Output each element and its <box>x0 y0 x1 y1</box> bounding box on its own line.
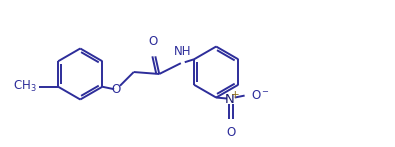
Text: O: O <box>111 83 121 96</box>
Text: NH: NH <box>174 45 192 58</box>
Text: O: O <box>149 35 158 49</box>
Text: +: + <box>231 90 239 100</box>
Text: O: O <box>226 126 235 139</box>
Text: O$^-$: O$^-$ <box>252 89 271 102</box>
Text: N: N <box>225 93 235 106</box>
Text: CH$_3$: CH$_3$ <box>13 79 37 94</box>
